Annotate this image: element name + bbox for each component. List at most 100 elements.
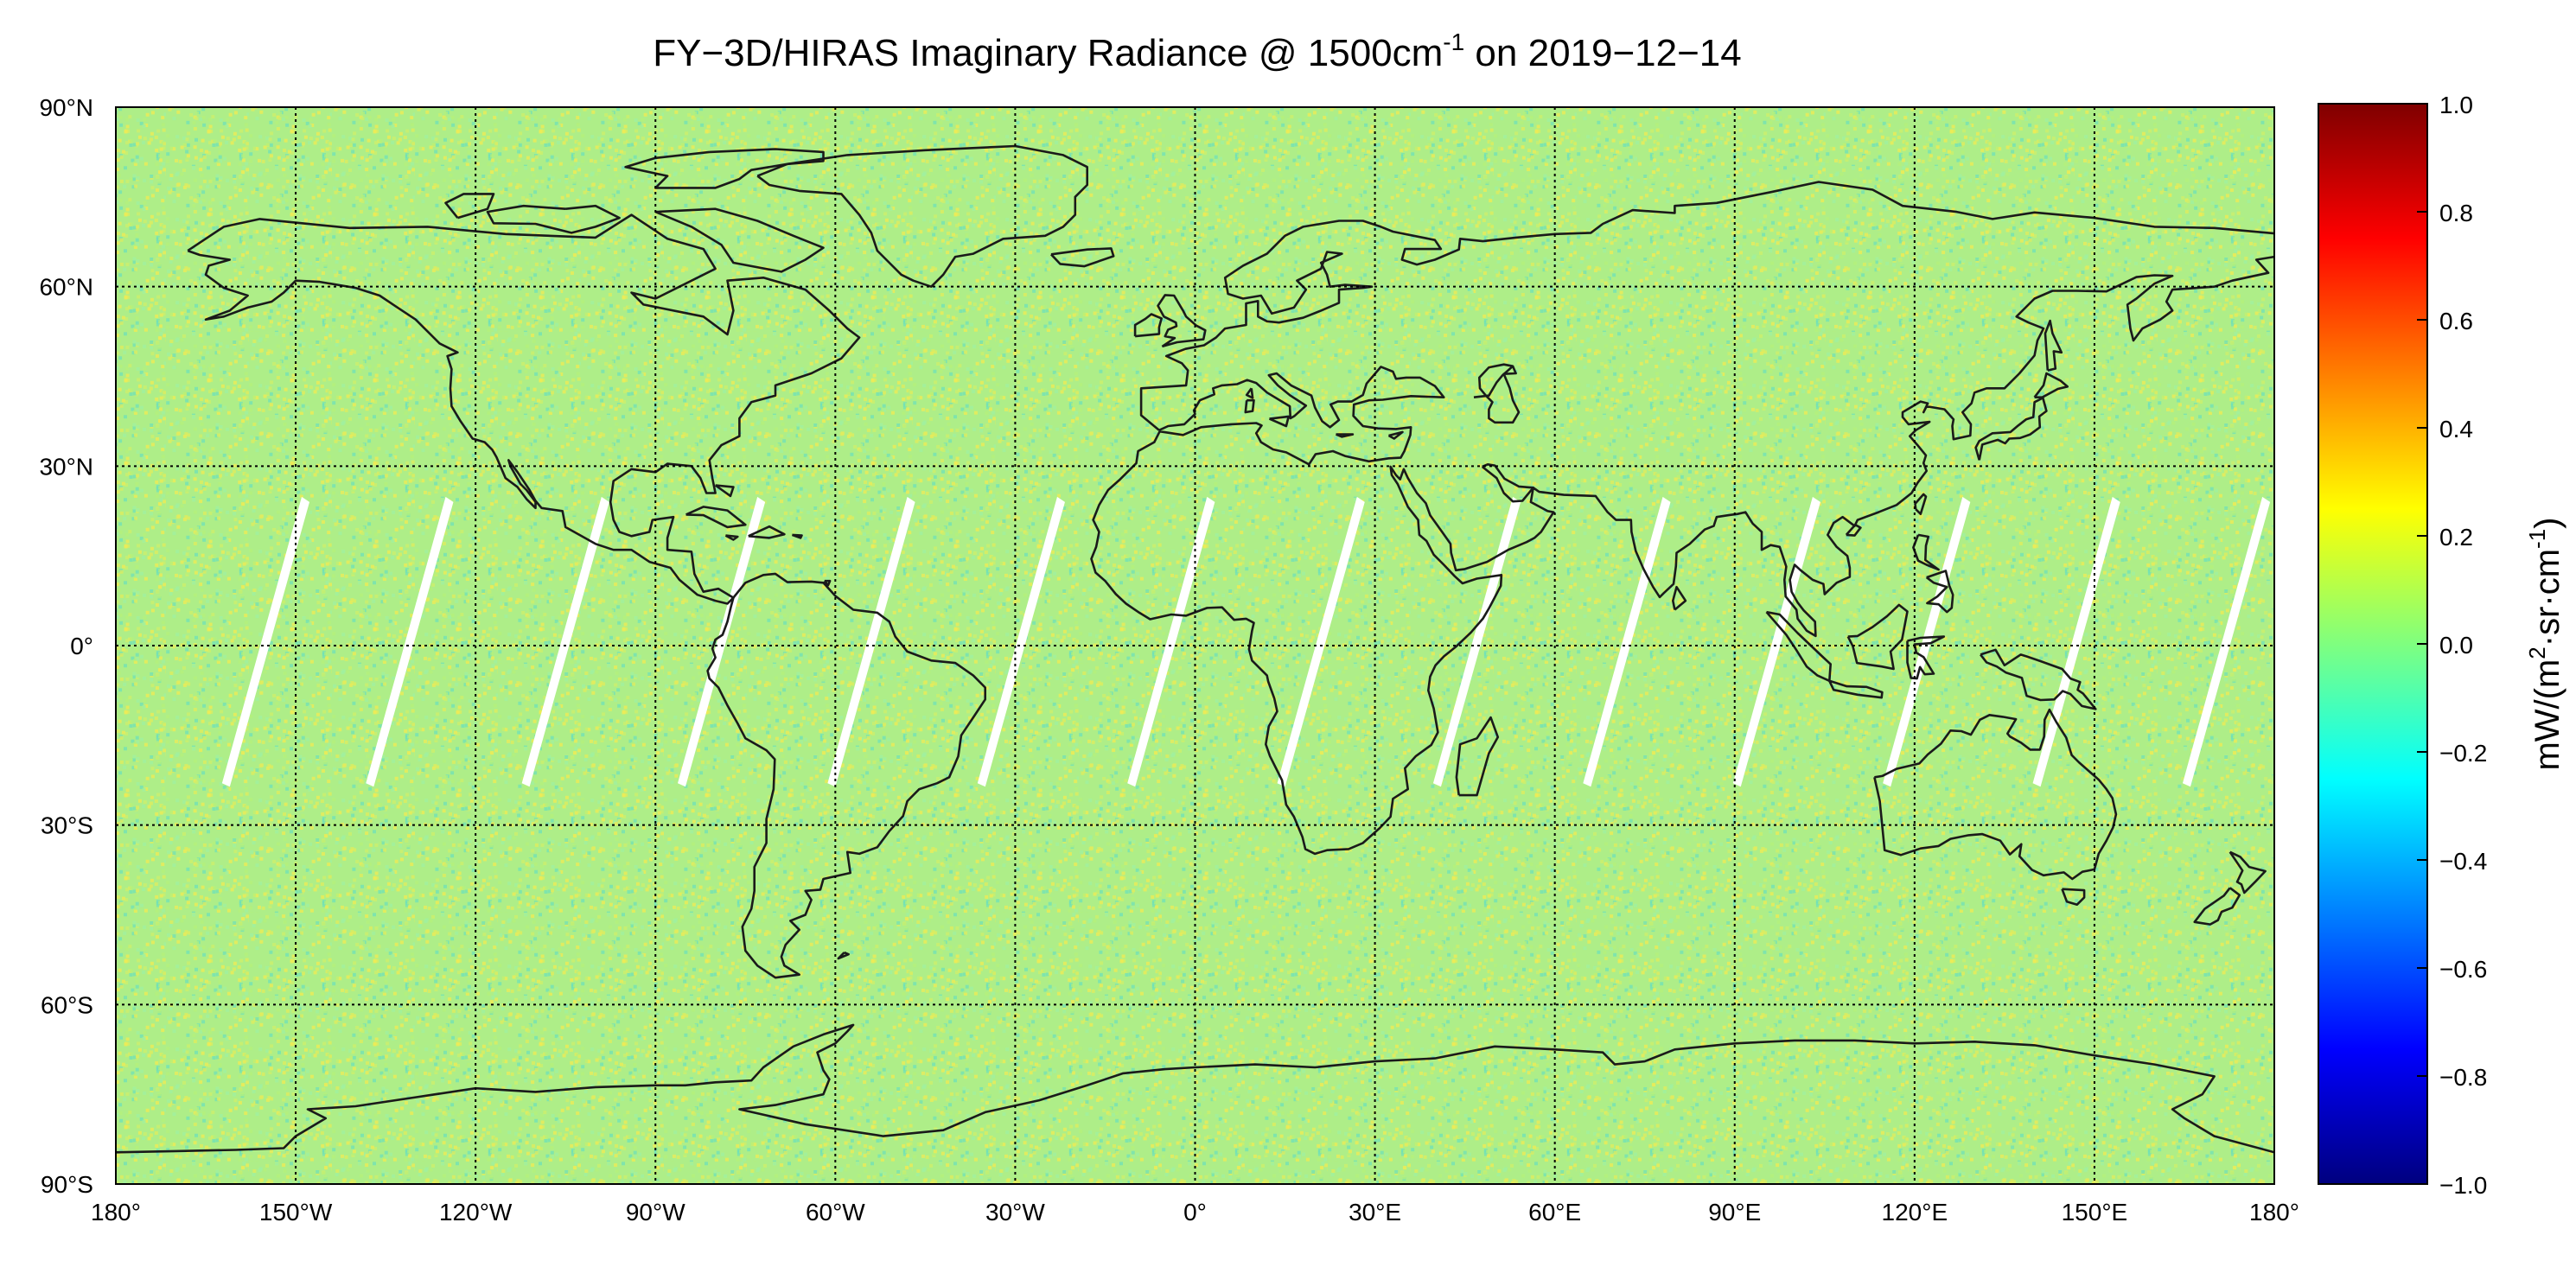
data-gap-swath [366, 496, 454, 787]
lon-tick-label: 0° [1183, 1199, 1207, 1226]
coastline [1336, 433, 1355, 438]
coastline [1455, 716, 1500, 797]
lat-tick-label: 60°N [39, 274, 93, 301]
coastline [486, 204, 621, 234]
coastline [1912, 533, 1940, 571]
data-gap-swath [1127, 496, 1215, 787]
lon-tick-label: 150°E [2062, 1199, 2128, 1226]
colorbar-tick-label: 0.8 [2439, 200, 2473, 226]
coastline [823, 579, 832, 587]
coastline [1133, 313, 1163, 338]
data-gap-swath [2032, 496, 2120, 787]
lat-tick-label: 0° [70, 633, 93, 659]
coastline [1914, 493, 1928, 516]
data-gap-swath [1883, 496, 1971, 787]
lon-tick-label: 30°W [985, 1199, 1045, 1226]
coastline [2193, 887, 2241, 926]
data-gap-swath [521, 496, 609, 787]
coastline [1139, 181, 2274, 431]
coastline [837, 951, 850, 960]
longitude-axis: 180° 150°W 120°W 90°W 60°W 30°W 0° 30°E 60°E 90°E… [91, 1199, 2299, 1226]
coastline [685, 506, 747, 529]
lat-tick-label: 90°S [41, 1171, 93, 1198]
colorbar-tick-label: 0.2 [2439, 524, 2473, 551]
coastline [714, 484, 735, 498]
colorbar-tick-label: 0.4 [2439, 416, 2473, 442]
coastline [1473, 363, 1521, 424]
data-gap-swath [1432, 496, 1521, 787]
coastline [791, 533, 803, 539]
lon-tick-label: 30°E [1349, 1199, 1401, 1226]
data-gap-swath [221, 496, 310, 787]
coastline [1846, 603, 1909, 671]
colorbar-tick-label: −1.0 [2439, 1172, 2487, 1199]
data-gap-swath [827, 496, 915, 787]
lon-tick-label: 90°E [1708, 1199, 1761, 1226]
lat-tick-label: 30°S [41, 812, 93, 839]
coastline [724, 534, 739, 541]
coastline [1925, 570, 1954, 614]
coastline [1672, 585, 1687, 611]
coastline [1828, 679, 1884, 699]
data-gap-swath [1277, 496, 1365, 787]
colorbar-label: mW/(m2·sr·cm-1) [2524, 517, 2566, 770]
lat-tick-label: 60°S [41, 991, 93, 1018]
coastline [1873, 708, 2118, 881]
lon-tick-label: 150°W [259, 1199, 333, 1226]
coastline [1906, 635, 1946, 680]
data-gap-swath [2182, 496, 2271, 787]
coastline [2033, 372, 2069, 399]
coastline [2044, 319, 2063, 372]
map-panel: 180° 150°W 120°W 90°W 60°W 30°W 0° 30°E 60°E 90°E… [39, 94, 2299, 1226]
colorbar-tick-label: 1.0 [2439, 92, 2473, 118]
lat-tick-label: 90°N [39, 94, 93, 121]
lon-tick-label: 180° [2249, 1199, 2299, 1226]
data-gap-swath [1583, 496, 1671, 787]
lat-tick-label: 30°N [39, 453, 93, 480]
coastline [1481, 462, 1534, 503]
coastline [444, 193, 495, 220]
lon-tick-label: 120°W [439, 1199, 513, 1226]
lon-tick-label: 60°E [1528, 1199, 1581, 1226]
coastline [1980, 648, 2097, 710]
coastline [2228, 850, 2267, 895]
coastline [748, 525, 786, 539]
colorbar-tick-label: −0.2 [2439, 740, 2487, 767]
coastline [1387, 430, 1404, 440]
coastline [654, 207, 825, 273]
coastline [1090, 255, 2274, 856]
latitude-axis: 90°N 60°N 30°N 0° 30°S 60°S 90°S [39, 94, 93, 1198]
coastline [2061, 888, 2086, 906]
map-frame [115, 106, 2275, 1185]
colorbar-tick-label: −0.6 [2439, 956, 2487, 983]
coastlines [116, 144, 2274, 1154]
coastline [756, 144, 1088, 289]
coastline [706, 572, 986, 979]
coastline [1050, 247, 1115, 268]
coastline [1157, 294, 1207, 348]
colorbar-tick-label: −0.4 [2439, 848, 2487, 875]
data-gap-swath [677, 496, 766, 787]
colorbar-tick-label: 0.6 [2439, 308, 2473, 334]
data-gap-swath [977, 496, 1065, 787]
coastline [1245, 387, 1254, 399]
colorbar-ramp [2318, 103, 2428, 1185]
colorbar: 1.0 0.8 0.6 0.4 0.2 0.0 −0.2 −0.4 −0.6 −0.8 −1.0 m… [2318, 92, 2566, 1199]
lon-tick-label: 90°W [626, 1199, 685, 1226]
coastline [116, 1023, 2274, 1154]
coastline [1845, 523, 1862, 537]
lon-tick-label: 120°E [1882, 1199, 1948, 1226]
colorbar-tick-label: 0.0 [2439, 632, 2473, 659]
coastline [1974, 397, 2048, 461]
lon-tick-label: 60°W [806, 1199, 865, 1226]
lon-tick-label: 180° [91, 1199, 141, 1226]
figure-title: FY−3D/HIRAS Imaginary Radiance @ 1500cm-… [653, 29, 1742, 74]
colorbar-ticks: 1.0 0.8 0.6 0.4 0.2 0.0 −0.2 −0.4 −0.6 −0.8 −1.0 [2417, 92, 2487, 1199]
coastline [624, 148, 825, 189]
coastline [1244, 398, 1255, 414]
coastline [1268, 415, 1290, 428]
coastline [187, 213, 861, 605]
colorbar-tick-label: −0.8 [2439, 1064, 2487, 1091]
